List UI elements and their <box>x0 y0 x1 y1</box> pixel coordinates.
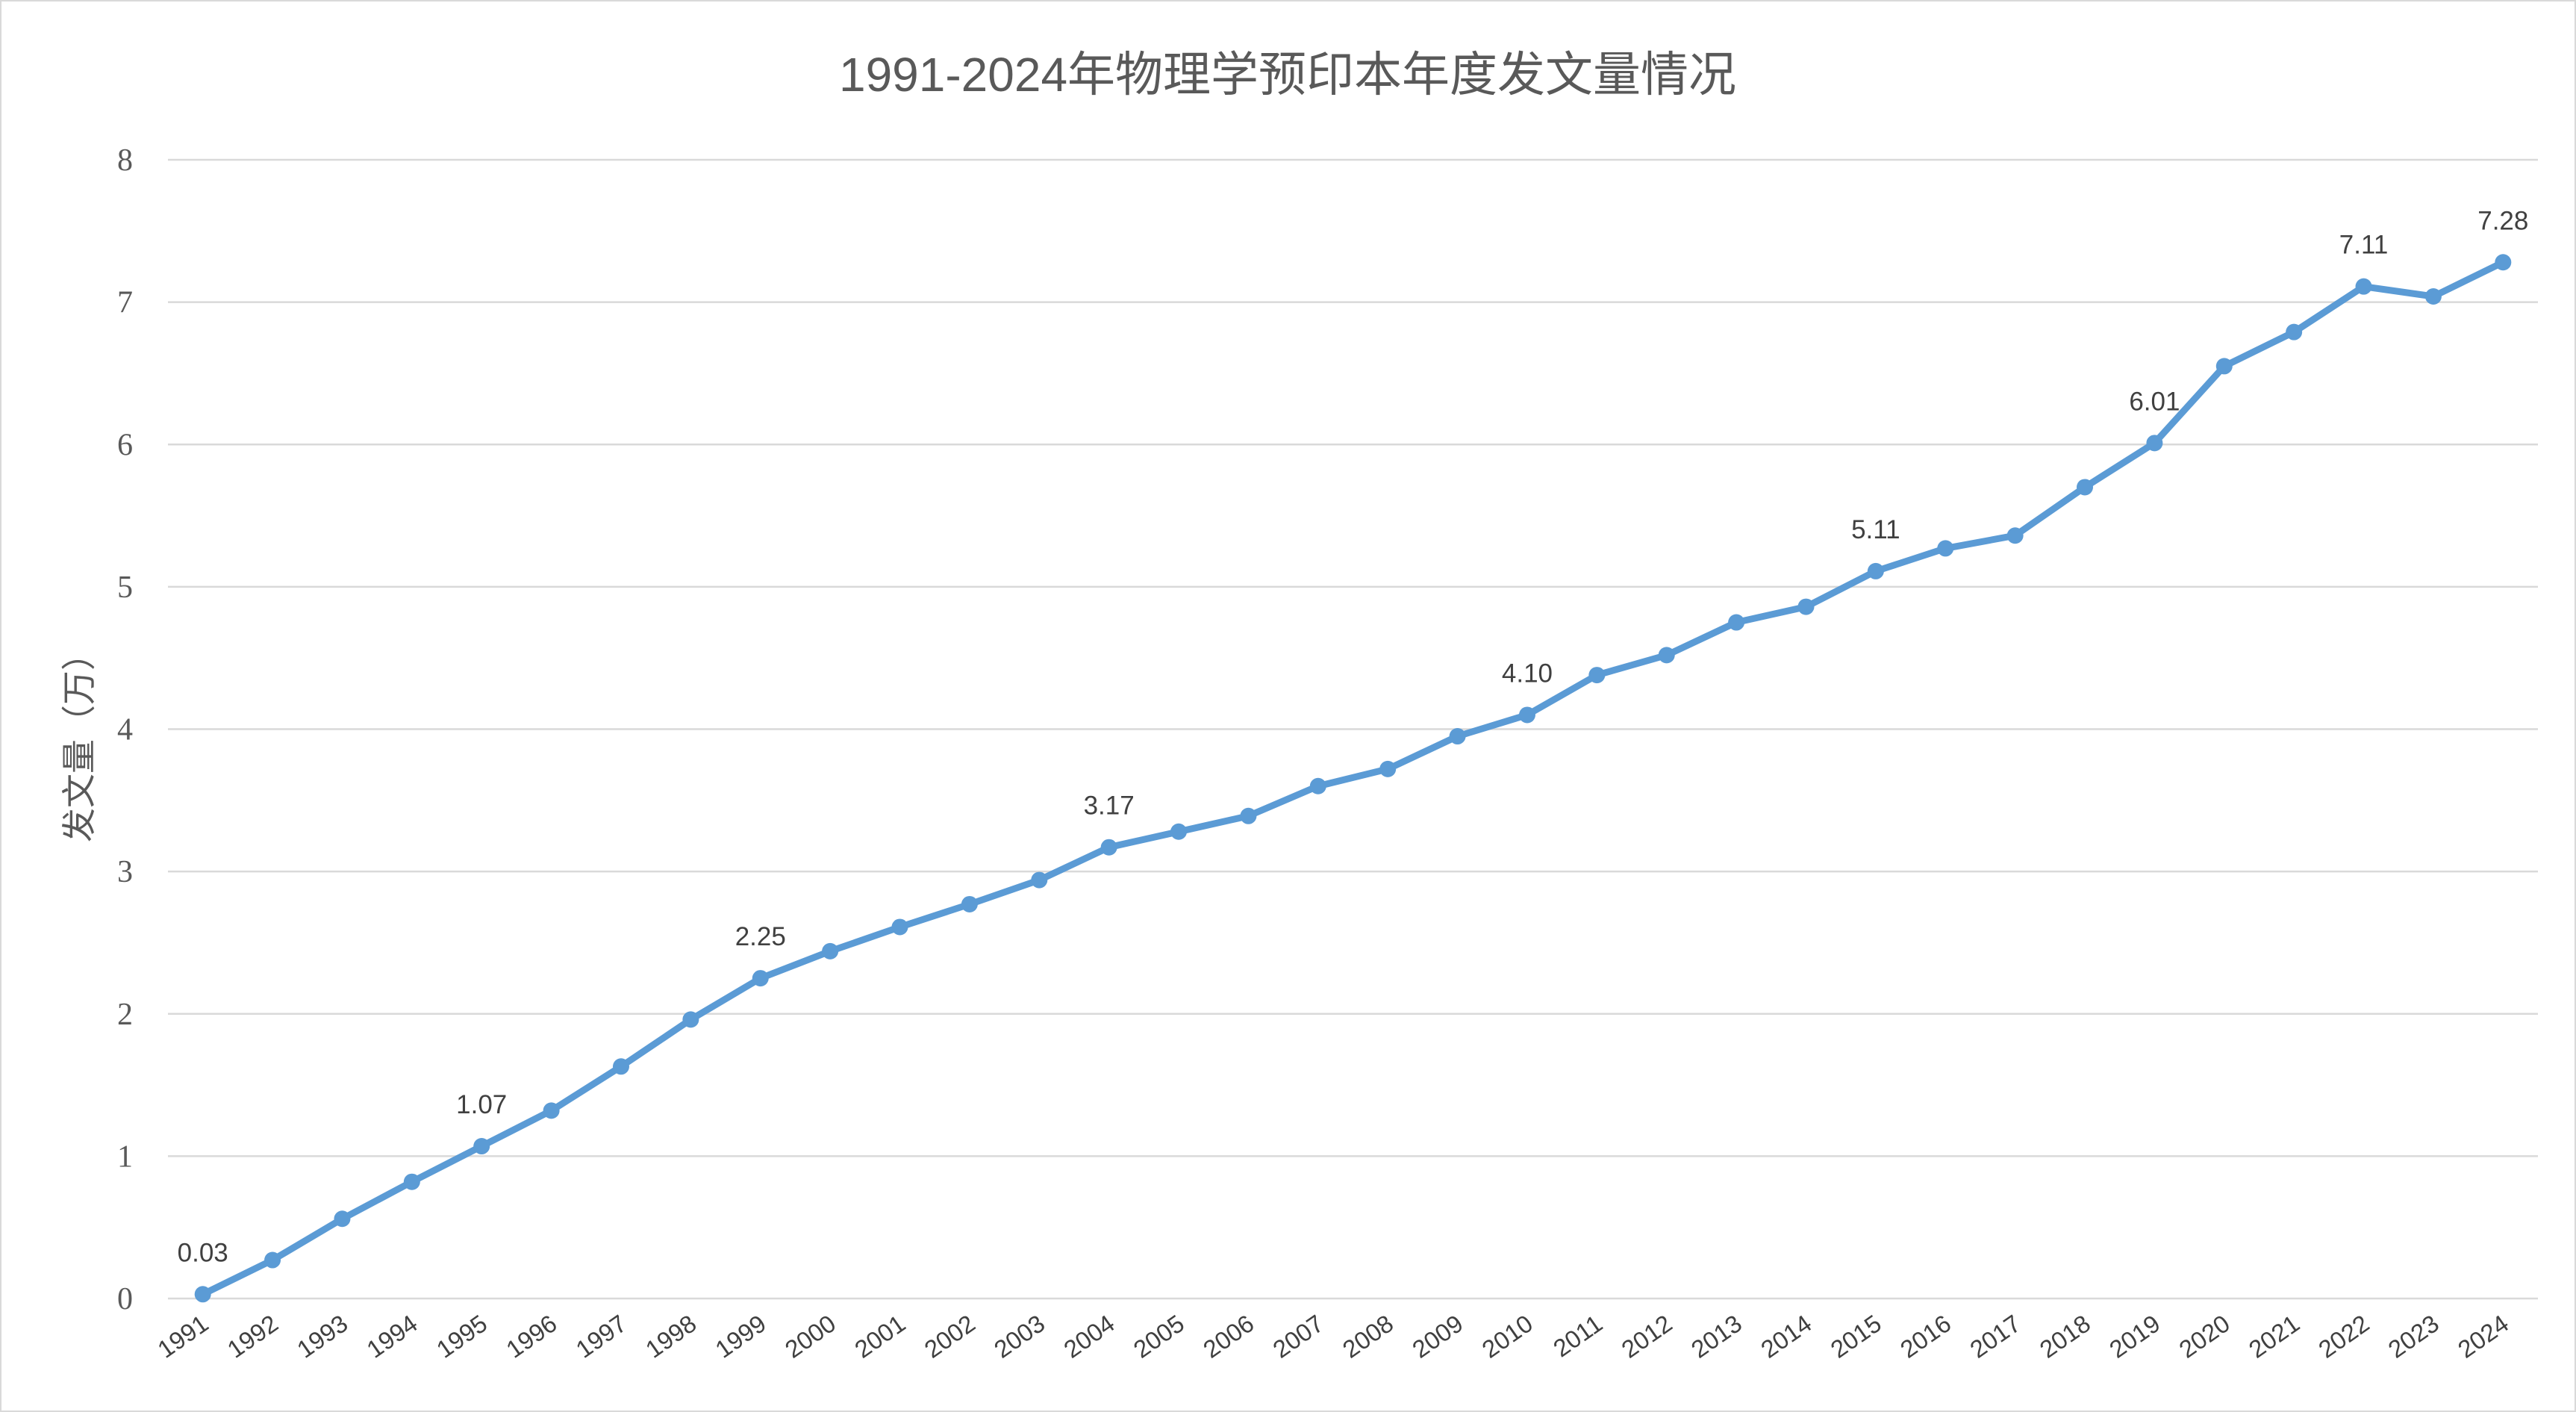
x-tick-label: 2001 <box>849 1309 910 1363</box>
x-tick-label: 1991 <box>152 1309 213 1363</box>
data-point <box>1379 760 1397 777</box>
x-tick-label: 2022 <box>2313 1309 2374 1363</box>
data-label: 7.11 <box>2339 231 2389 260</box>
data-point <box>1518 706 1535 724</box>
data-label: 0.03 <box>178 1238 228 1267</box>
data-point <box>822 942 839 960</box>
x-tick-label: 1996 <box>501 1309 561 1363</box>
x-tick-label: 2017 <box>1965 1309 2025 1363</box>
data-point <box>473 1138 490 1155</box>
series-layer <box>194 254 2512 1303</box>
y-axis-title: 发文量（万） <box>60 636 99 842</box>
data-point <box>194 1286 211 1303</box>
x-tick-label: 2019 <box>2104 1309 2165 1363</box>
x-tick-label: 2009 <box>1407 1309 1468 1363</box>
data-point <box>1867 562 1884 579</box>
x-tick-label: 2014 <box>1756 1309 1816 1363</box>
data-point <box>2077 479 2094 496</box>
y-axis-ticks: 0 1 2 3 4 5 6 7 8 <box>117 143 133 1316</box>
x-tick-label: 2003 <box>989 1309 1050 1363</box>
y-tick-label: 7 <box>117 286 133 320</box>
x-tick-label: 2015 <box>1826 1309 1886 1363</box>
data-point <box>1588 667 1606 684</box>
data-label: 7.28 <box>2477 206 2528 235</box>
x-tick-label: 1999 <box>710 1309 770 1363</box>
data-point <box>1449 728 1466 745</box>
data-point <box>403 1173 420 1190</box>
x-tick-label: 2007 <box>1267 1309 1328 1363</box>
y-tick-label: 0 <box>117 1282 133 1316</box>
data-point <box>1240 807 1257 824</box>
data-point <box>752 970 769 987</box>
x-tick-label: 1994 <box>361 1309 422 1363</box>
x-tick-label: 2011 <box>1548 1309 1607 1362</box>
x-tick-label: 1995 <box>431 1309 492 1363</box>
data-label: 2.25 <box>735 922 786 951</box>
data-label: 3.17 <box>1084 791 1135 821</box>
data-point <box>682 1011 699 1028</box>
data-point <box>2355 278 2372 295</box>
data-point <box>264 1251 281 1269</box>
data-point <box>1797 598 1815 615</box>
x-tick-label: 2002 <box>920 1309 980 1363</box>
x-tick-label: 1992 <box>222 1309 283 1363</box>
series-line <box>199 258 2507 1298</box>
data-point <box>961 895 978 912</box>
x-tick-label: 2006 <box>1198 1309 1259 1363</box>
data-point <box>1170 823 1188 840</box>
x-axis-ticks: 1991 1992 1993 1994 1995 1996 1997 1998 1999 2000… <box>152 1309 2513 1363</box>
chart-title: 1991-2024年物理学预印本年度发文量情况 <box>839 48 1736 102</box>
data-point <box>2495 254 2512 271</box>
x-tick-label: 2010 <box>1477 1309 1538 1363</box>
x-tick-label: 2023 <box>2383 1309 2444 1363</box>
x-tick-label: 2005 <box>1129 1309 1189 1363</box>
data-point <box>2424 288 2442 305</box>
x-tick-label: 2012 <box>1616 1309 1677 1363</box>
data-point <box>1658 647 1675 664</box>
x-tick-label: 2016 <box>1895 1309 1956 1363</box>
data-label: 6.01 <box>2129 387 2180 416</box>
data-label: 5.11 <box>1851 515 1900 544</box>
x-tick-label: 2024 <box>2453 1309 2513 1363</box>
data-point <box>1100 839 1117 856</box>
data-label: 4.10 <box>1502 659 1553 688</box>
data-point <box>1309 777 1326 794</box>
x-tick-label: 2013 <box>1686 1309 1747 1363</box>
data-point <box>1937 540 1954 557</box>
y-tick-label: 6 <box>117 428 133 462</box>
data-point <box>334 1210 351 1228</box>
data-point <box>2215 358 2233 375</box>
data-point <box>2286 323 2303 340</box>
x-tick-label: 2021 <box>2244 1309 2304 1363</box>
data-point <box>1031 871 1048 889</box>
x-tick-label: 2000 <box>780 1309 841 1363</box>
data-labels: 0.03 1.07 2.25 3.17 4.10 5.11 6.01 7.11 7.28 <box>178 206 2529 1267</box>
data-point <box>1728 614 1745 631</box>
y-tick-label: 3 <box>117 855 133 889</box>
x-tick-label: 2008 <box>1338 1309 1398 1363</box>
data-point <box>891 918 908 936</box>
x-tick-label: 2004 <box>1058 1309 1119 1363</box>
y-tick-label: 5 <box>117 570 133 605</box>
x-tick-label: 1993 <box>292 1309 352 1363</box>
y-tick-label: 8 <box>117 143 133 178</box>
data-point <box>612 1058 629 1075</box>
data-label: 1.07 <box>456 1090 507 1119</box>
y-tick-label: 2 <box>117 998 133 1032</box>
y-tick-label: 4 <box>117 713 133 747</box>
data-point <box>2006 527 2024 544</box>
x-tick-label: 2018 <box>2035 1309 2095 1363</box>
x-tick-label: 2020 <box>2174 1309 2234 1363</box>
y-tick-label: 1 <box>117 1139 133 1174</box>
gridlines <box>168 158 2538 1300</box>
x-tick-label: 1997 <box>571 1309 631 1363</box>
x-tick-label: 1998 <box>640 1309 701 1363</box>
data-point <box>543 1102 560 1119</box>
data-point <box>2146 435 2163 452</box>
